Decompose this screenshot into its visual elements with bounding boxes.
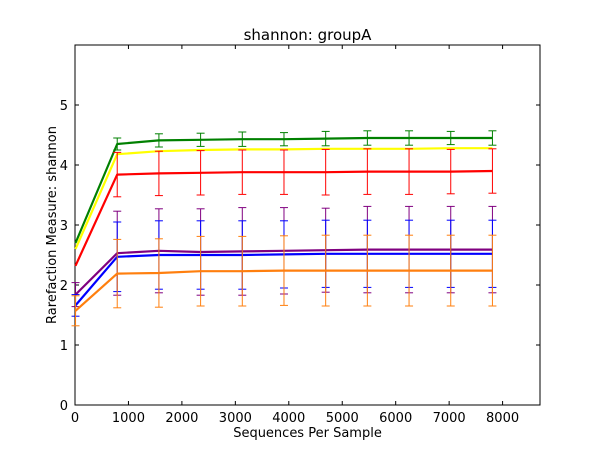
plot-area [74,44,541,406]
x-tick-label: 8000 [486,411,519,426]
series-6 [71,234,497,327]
series-line [74,147,493,250]
y-tick-label: 0 [60,399,68,414]
series-1 [74,130,497,244]
x-tick-label: 5000 [326,411,359,426]
data-series [71,130,497,327]
x-tick-label: 2000 [165,411,198,426]
series-2 [74,147,493,250]
x-tick-label: 0 [71,411,79,426]
axis-ticks: 0 1000 2000 3000 4000 5000 6000 7000 8000 0 1 2 3 4 5 [60,45,540,426]
y-tick-label: 1 [60,339,68,354]
series-3 [74,148,497,267]
x-tick-label: 4000 [272,411,305,426]
series-line [74,269,493,312]
x-axis-label: Sequences Per Sample [233,426,382,441]
y-tick-label: 4 [60,159,68,174]
chart-title: shannon: groupA [244,26,373,44]
y-tick-label: 3 [60,219,68,234]
series-line [74,169,493,267]
x-tick-label: 7000 [433,411,466,426]
x-tick-label: 6000 [379,411,412,426]
y-tick-label: 5 [60,99,68,114]
y-tick-label: 2 [60,279,68,294]
x-tick-label: 3000 [219,411,252,426]
series-line [74,136,493,244]
x-tick-label: 1000 [112,411,145,426]
y-axis-label: Rarefaction Measure: shannon [45,126,60,324]
